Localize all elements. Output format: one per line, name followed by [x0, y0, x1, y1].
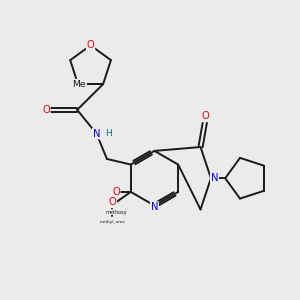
Text: methyl_ome: methyl_ome [100, 220, 125, 224]
Text: N: N [211, 173, 218, 183]
Text: N: N [151, 202, 158, 212]
Text: N: N [93, 129, 100, 139]
Text: O: O [87, 40, 94, 50]
Text: Me: Me [73, 80, 86, 88]
Text: O: O [112, 187, 120, 197]
Text: H: H [106, 129, 112, 138]
Text: O: O [201, 111, 209, 122]
Text: O: O [109, 197, 116, 207]
Text: O: O [42, 105, 50, 115]
Text: methoxy: methoxy [105, 210, 127, 214]
